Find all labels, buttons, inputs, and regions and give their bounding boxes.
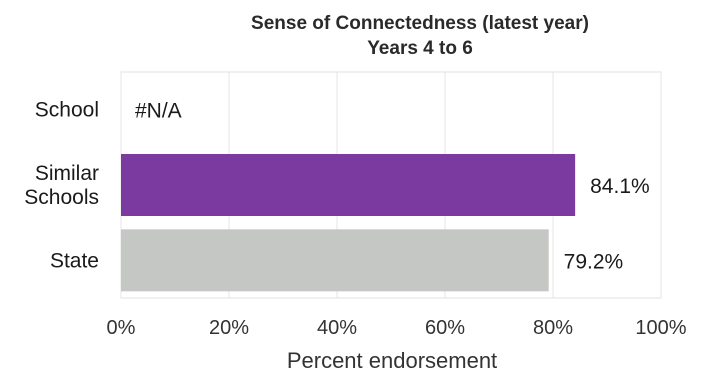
x-tick-label: 40% (317, 317, 357, 339)
chart-subtitle: Years 4 to 6 (367, 38, 473, 59)
x-tick-label: 100% (635, 317, 686, 339)
data-label: #N/A (135, 100, 182, 123)
y-category-label: State (50, 249, 99, 272)
data-label: 79.2% (564, 250, 624, 273)
y-category-label: Schools (24, 186, 99, 209)
y-category-label: Similar (35, 162, 99, 185)
bar (121, 229, 549, 292)
x-tick-label: 60% (425, 317, 465, 339)
x-tick-label: 20% (209, 317, 249, 339)
y-category-label: School (35, 99, 99, 122)
plot-area: 0% 20% 40% 60% 80% 100% School #N/A SimilarSchoo… (24, 71, 687, 339)
chart-title: Sense of Connectedness (latest year) (251, 13, 589, 34)
x-tick-label: 80% (533, 317, 573, 339)
bar (121, 154, 576, 216)
x-tick-label: 0% (107, 317, 136, 339)
x-axis-title: Percent endorsement (287, 348, 497, 373)
data-label: 84.1% (590, 175, 650, 198)
